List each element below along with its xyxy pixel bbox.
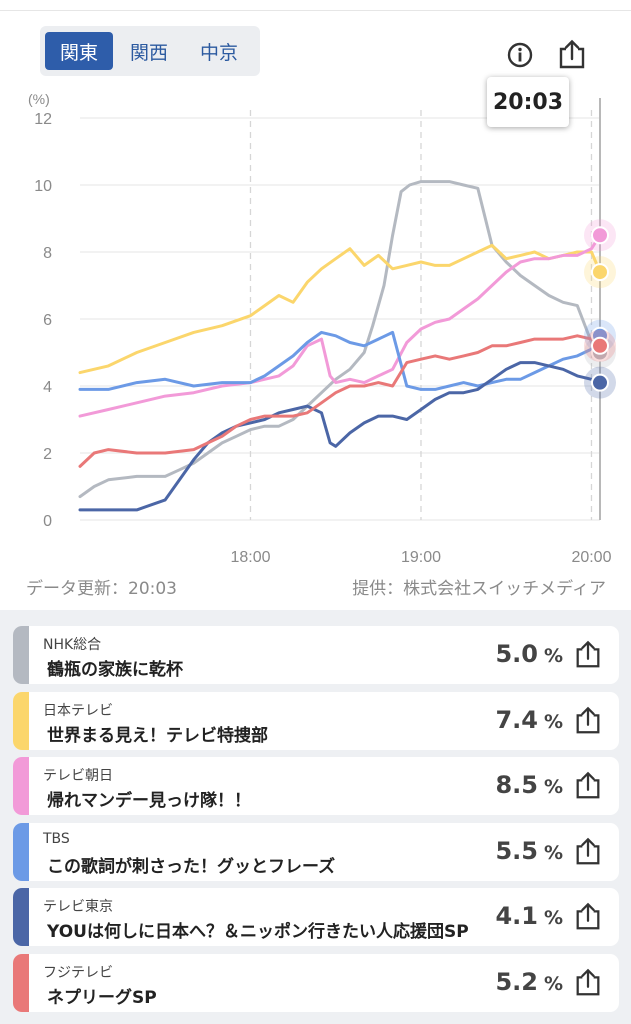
ratings-chart: (%) 0 2 4 6 8 10 12 18:00 19:00 20:00 — [28, 91, 616, 566]
x-tick-label: 19:00 — [401, 549, 441, 566]
rating-number: 8.5 — [495, 771, 538, 799]
station-name: テレビ朝日 — [43, 768, 113, 784]
program-title: ネプリーグSP — [47, 987, 157, 1008]
rating-value: 5.0% — [495, 640, 563, 668]
series-end-point — [591, 373, 609, 392]
rating-number: 5.0 — [495, 640, 538, 668]
series-line — [78, 361, 602, 512]
share-icon[interactable] — [573, 770, 603, 800]
info-icon[interactable] — [504, 38, 536, 70]
station-color-bar — [13, 757, 29, 815]
rating-number: 7.4 — [495, 705, 538, 734]
series-end-point — [591, 226, 609, 245]
y-tick-label: 8 — [43, 245, 52, 262]
tab-chukyo[interactable]: 中京 — [199, 41, 238, 64]
program-title: 世界まる見え！テレビ特捜部 — [47, 725, 268, 746]
program-card[interactable]: NHK総合鶴瓶の家族に乾杯 5.0% — [13, 626, 619, 684]
program-title: この歌詞が刺さった！グッとフレーズ — [47, 856, 336, 877]
y-tick-label: 0 — [43, 513, 52, 530]
program-card[interactable]: テレビ東京 YOUは何しに日本へ？＆ニッポン行きたい人応援団SP 4.1% — [13, 888, 619, 946]
share-icon[interactable] — [556, 38, 588, 70]
data-updated-label: データ更新：20:03 — [26, 579, 177, 599]
rating-number: 5.5 — [495, 836, 538, 865]
y-tick-label: 2 — [43, 446, 52, 463]
rating-value: 7.4% — [495, 706, 563, 734]
y-axis-unit: (%) — [28, 91, 50, 107]
station-color-bar — [13, 626, 29, 684]
rating-number: 4.1 — [495, 902, 538, 930]
region-tabs: 関東 関西 中京 — [40, 26, 260, 76]
y-tick-label: 6 — [43, 312, 52, 329]
top-divider — [0, 10, 631, 11]
rating-number: 5.2 — [495, 967, 538, 996]
program-card[interactable]: テレビ朝日帰れマンデー見っけ隊！！ 8.5% — [13, 757, 619, 815]
program-card[interactable]: TBS この歌詞が刺さった！グッとフレーズ 5.5% — [13, 822, 619, 881]
series-line — [78, 180, 602, 499]
y-tick-label: 12 — [34, 111, 52, 128]
rating-unit: % — [543, 972, 563, 995]
rating-value: 5.5% — [495, 837, 563, 865]
share-icon[interactable] — [573, 901, 603, 931]
y-tick-label: 4 — [43, 379, 52, 396]
chart-meta: データ更新：20:03 提供：株式会社スイッチメディア — [26, 574, 606, 599]
station-name: フジテレビ — [43, 964, 113, 981]
station-name: 日本テレビ — [43, 702, 113, 719]
data-provider-label: 提供：株式会社スイッチメディア — [352, 579, 606, 599]
program-title: YOUは何しに日本へ？＆ニッポン行きたい人応援団SP — [47, 922, 469, 942]
tab-kansai[interactable]: 関西 — [129, 41, 168, 64]
station-color-bar — [13, 888, 29, 946]
share-icon[interactable] — [573, 836, 603, 866]
series-line — [78, 334, 602, 468]
y-tick-label: 10 — [34, 178, 52, 195]
rating-unit: % — [543, 776, 563, 798]
rating-value: 5.2% — [495, 968, 563, 996]
rating-value: 4.1% — [495, 902, 563, 930]
series-line — [78, 330, 602, 391]
x-tick-label: 20:00 — [571, 549, 611, 566]
rating-value: 8.5% — [495, 771, 563, 799]
share-icon[interactable] — [573, 705, 603, 735]
station-name: TBS — [43, 830, 70, 847]
x-tick-label: 18:00 — [230, 549, 270, 566]
current-time-tooltip: 20:03 — [487, 77, 569, 127]
rating-unit: % — [543, 710, 563, 733]
rating-unit: % — [543, 907, 563, 929]
series-line — [78, 233, 602, 418]
program-list: NHK総合 鶴瓶の家族に乾杯 5.0% 日本テレビ 世界まる見え！テレビ特捜部 7.4% テ… — [0, 610, 631, 1024]
station-color-bar — [13, 953, 29, 1012]
tab-kanto[interactable]: 関東 — [45, 32, 113, 70]
station-name: テレビ東京 — [43, 899, 113, 915]
series-end-point — [591, 263, 609, 282]
station-color-bar — [13, 822, 29, 881]
rating-unit: % — [543, 645, 563, 667]
program-title: 帰れマンデー見っけ隊！！ — [47, 791, 251, 811]
program-card[interactable]: フジテレビネプリーグSP 5.2% — [13, 953, 619, 1012]
program-title: 鶴瓶の家族に乾杯 — [47, 660, 183, 680]
program-card[interactable]: 日本テレビ世界まる見え！テレビ特捜部 7.4% — [13, 691, 619, 750]
series-line — [78, 243, 602, 375]
share-icon[interactable] — [573, 967, 603, 997]
share-icon[interactable] — [573, 639, 603, 669]
series-end-point — [591, 336, 609, 355]
rating-unit: % — [543, 841, 563, 864]
station-color-bar — [13, 691, 29, 750]
station-name: NHK総合 — [43, 637, 102, 653]
